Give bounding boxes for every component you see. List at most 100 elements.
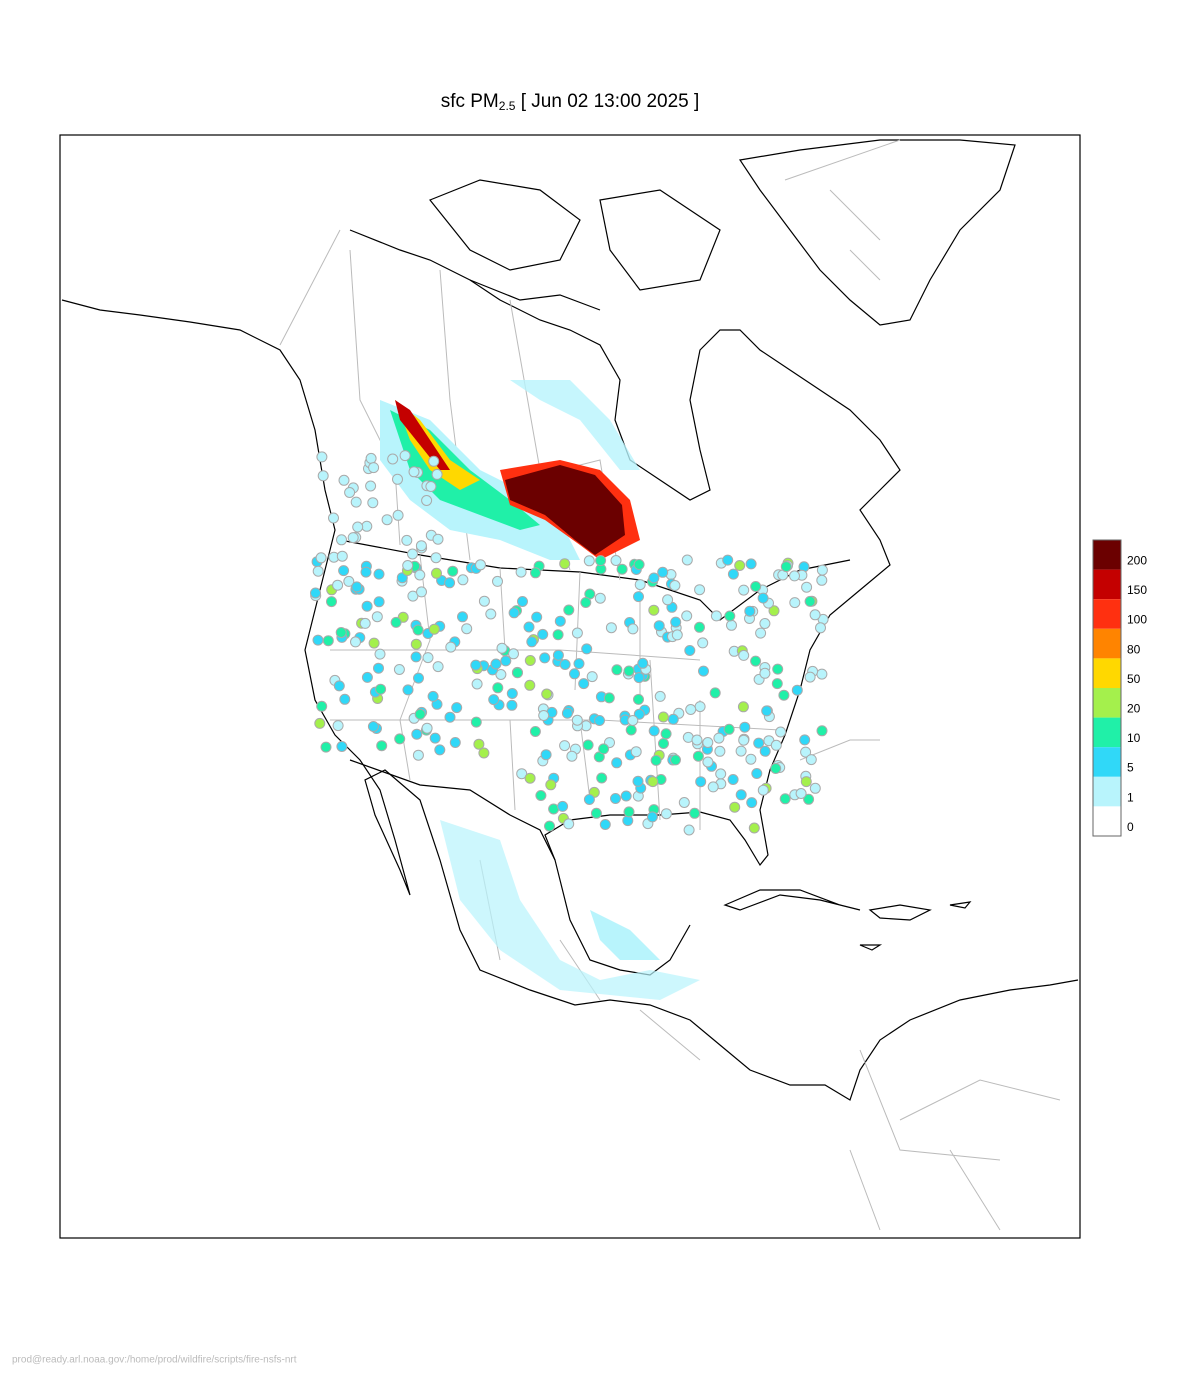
station: [351, 581, 363, 593]
station: [778, 689, 790, 701]
station: [367, 497, 379, 509]
legend-swatch: [1093, 599, 1121, 629]
station: [583, 555, 595, 567]
station: [702, 756, 714, 768]
station: [402, 560, 414, 571]
station: [430, 552, 442, 564]
station: [478, 747, 490, 759]
station: [538, 710, 550, 721]
stations: [310, 450, 829, 836]
station: [478, 595, 490, 607]
station: [320, 741, 332, 753]
station: [789, 570, 800, 582]
station: [361, 671, 373, 683]
station: [315, 552, 327, 564]
station: [757, 784, 769, 796]
station: [368, 462, 380, 474]
station: [559, 659, 571, 670]
station: [434, 744, 446, 756]
legend-swatch: [1093, 540, 1121, 570]
station: [800, 776, 812, 788]
station: [545, 779, 557, 791]
station: [771, 678, 783, 690]
station: [735, 745, 747, 757]
station: [495, 669, 507, 680]
station: [770, 763, 782, 774]
station: [603, 692, 615, 704]
station: [524, 679, 536, 691]
station: [691, 734, 703, 746]
station: [660, 728, 672, 740]
station: [336, 550, 348, 562]
station: [816, 574, 828, 586]
station: [625, 724, 637, 736]
station: [611, 757, 623, 769]
smoke-plume: [380, 380, 700, 1000]
station: [620, 790, 632, 802]
station: [780, 561, 792, 573]
station: [500, 655, 512, 667]
station: [775, 726, 787, 738]
station: [755, 627, 767, 639]
title-text: sfc PM: [441, 91, 499, 112]
station: [650, 754, 662, 766]
station: [421, 495, 433, 506]
station: [457, 574, 469, 586]
station: [627, 715, 639, 726]
station: [815, 622, 826, 634]
station: [447, 565, 459, 577]
station: [387, 453, 399, 465]
legend-label: 100: [1127, 613, 1147, 627]
station: [670, 616, 682, 628]
station: [371, 611, 383, 623]
station: [580, 597, 592, 608]
station: [373, 596, 385, 608]
station: [594, 715, 605, 726]
station: [594, 592, 606, 604]
station: [694, 584, 706, 596]
station: [727, 568, 739, 580]
station: [332, 720, 344, 732]
station: [350, 636, 361, 648]
station: [737, 701, 749, 713]
station: [530, 567, 541, 579]
station: [506, 688, 518, 699]
station: [416, 586, 427, 598]
legend-label: 0: [1127, 820, 1134, 834]
legend-label: 150: [1127, 583, 1147, 597]
station: [411, 728, 423, 740]
station: [692, 750, 704, 762]
station: [735, 789, 747, 801]
station: [392, 509, 404, 521]
station: [413, 672, 424, 684]
station: [595, 555, 607, 567]
station: [726, 619, 737, 631]
station: [314, 717, 326, 729]
station: [431, 468, 443, 480]
station: [610, 793, 621, 804]
station: [559, 558, 571, 570]
station: [322, 635, 334, 647]
station: [667, 713, 679, 725]
station: [566, 750, 578, 762]
station: [698, 665, 709, 677]
station: [627, 623, 639, 635]
station: [599, 819, 611, 830]
station: [669, 580, 681, 591]
legend-swatch: [1093, 688, 1121, 718]
station: [789, 597, 801, 609]
station: [526, 636, 538, 648]
station: [368, 637, 380, 649]
station: [390, 616, 402, 628]
station: [312, 634, 324, 646]
station: [745, 558, 757, 570]
station: [610, 555, 622, 566]
station: [361, 600, 373, 612]
station: [571, 627, 583, 639]
legend-swatch: [1093, 806, 1121, 836]
station: [540, 749, 552, 761]
station: [648, 572, 660, 584]
station: [310, 587, 321, 599]
station: [697, 637, 709, 649]
